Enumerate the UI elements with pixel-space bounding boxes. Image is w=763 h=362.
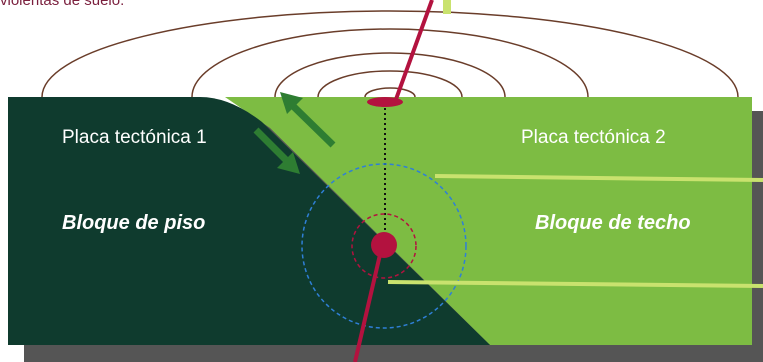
plate-2-label: Placa tectónica 2 <box>521 127 666 148</box>
seismic-wave-arc-5 <box>41 10 739 98</box>
arrow-up-head <box>280 92 303 114</box>
seismic-wave-arc-2 <box>317 70 463 98</box>
arrow-down-shaft <box>253 127 291 165</box>
focus-marker <box>371 232 397 258</box>
caption-text: violentas de suelo. <box>0 0 125 9</box>
seismic-wave-arc-3 <box>274 52 506 98</box>
leader-lines <box>387 174 763 288</box>
epicenter-pointer-line <box>393 0 434 103</box>
focus-pointer-line <box>353 245 384 362</box>
outer-dashed-ring <box>301 163 467 329</box>
footwall-label: Bloque de piso <box>62 212 206 234</box>
inner-dashed-ring <box>351 213 417 279</box>
arrow-down-head <box>277 152 300 174</box>
leader-line-upper <box>434 174 763 182</box>
hanging-wall-label: Bloque de techo <box>535 212 691 234</box>
footwall-block <box>8 97 490 345</box>
seismic-wave-arc-1 <box>364 87 416 98</box>
leader-line-lower <box>387 280 763 288</box>
motion-arrows <box>253 92 336 174</box>
epicenter-marker <box>367 97 403 107</box>
seismic-wave-arc-4 <box>191 28 589 98</box>
plate-1-label: Placa tectónica 1 <box>62 127 207 148</box>
arrow-up-shaft <box>289 102 336 148</box>
seismic-waves <box>41 10 739 98</box>
